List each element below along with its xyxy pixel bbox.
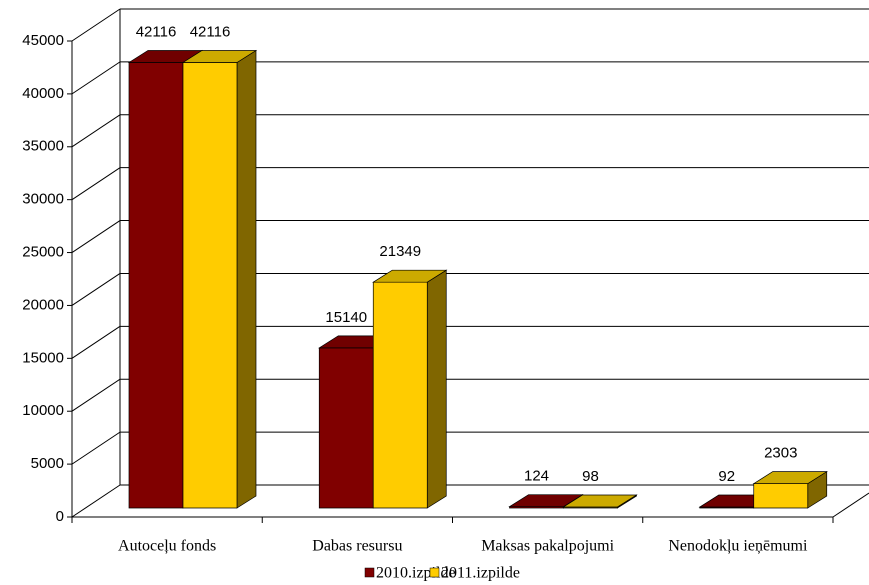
bar-front [182, 62, 238, 509]
bar-front [372, 281, 428, 509]
floor-edge [71, 484, 121, 518]
legend-swatch [364, 567, 375, 578]
bar-side [236, 49, 257, 509]
bar-top [562, 494, 638, 508]
x-tick-label: Dabas resursu [312, 538, 402, 555]
grid-line [71, 8, 121, 42]
legend-label: 2011.izpilde [441, 565, 520, 582]
bar-front [318, 347, 374, 509]
grid-line [71, 114, 121, 148]
grid-line [71, 220, 121, 253]
grid-line [71, 325, 121, 359]
grid-line [71, 273, 121, 306]
value-label: 42116 [190, 23, 231, 40]
bar-front [753, 483, 809, 509]
bar-top [752, 471, 828, 484]
value-label: 2303 [764, 445, 797, 462]
bar [372, 269, 448, 509]
value-label: 42116 [136, 23, 177, 40]
legend-swatch [429, 567, 440, 578]
x-tick-label: Autoceļu fonds [118, 538, 216, 555]
x-tick-label: Maksas pakalpojumi [481, 538, 614, 555]
bar-top [372, 269, 448, 283]
x-tick-label: Nenodokļu ieņēmumi [668, 538, 808, 555]
value-label: 92 [718, 468, 735, 485]
y-tick-label: 25000 [22, 244, 64, 261]
bar-top [181, 50, 258, 63]
floor-edge [832, 492, 869, 518]
y-tick-label: 35000 [22, 138, 64, 155]
bar-front [128, 62, 184, 509]
bar [562, 494, 638, 509]
y-tick-label: 40000 [22, 85, 64, 102]
y-tick-label: 15000 [22, 349, 64, 366]
y-tick-label: 5000 [31, 455, 64, 472]
y-tick-label: 45000 [22, 32, 64, 49]
value-label: 15140 [325, 309, 367, 326]
grid-line [71, 431, 121, 465]
value-label: 98 [582, 468, 599, 485]
grid-line [71, 61, 121, 95]
y-tick-label: 30000 [22, 191, 64, 208]
bar [752, 471, 828, 509]
bar [181, 49, 258, 509]
y-tick-label: 20000 [22, 296, 64, 313]
value-label: 124 [524, 468, 549, 485]
grid-line [71, 167, 121, 201]
grid-line [71, 378, 121, 412]
value-label: 21349 [379, 243, 421, 260]
y-tick-label: 0 [56, 508, 64, 525]
bar-side [426, 269, 447, 509]
y-tick-label: 10000 [22, 402, 64, 419]
